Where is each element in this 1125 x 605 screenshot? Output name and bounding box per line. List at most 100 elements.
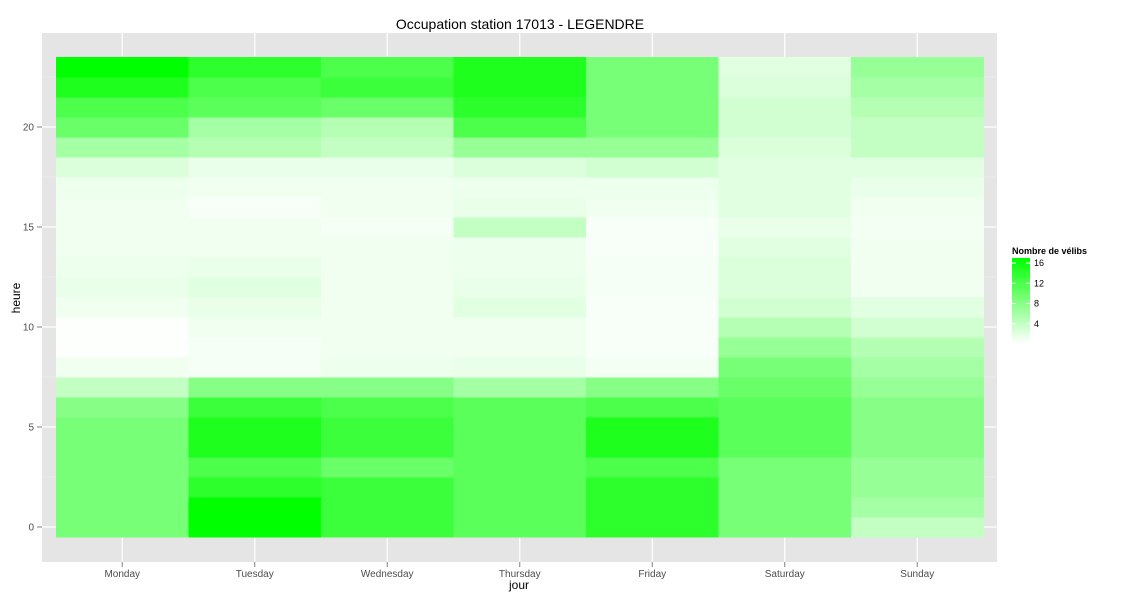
legend-label: 16 xyxy=(1034,258,1044,268)
heatmap-tile xyxy=(453,257,587,278)
heatmap-tile xyxy=(586,157,719,178)
heatmap-tile xyxy=(188,517,322,538)
heatmap-tile xyxy=(718,497,852,518)
heatmap-tile xyxy=(718,297,852,318)
heatmap-tile xyxy=(586,297,719,318)
heatmap-tile xyxy=(453,317,587,338)
heatmap-tile xyxy=(453,137,587,158)
heatmap-tile xyxy=(586,437,719,458)
y-axis-title: heure xyxy=(9,282,23,313)
heatmap-tile xyxy=(718,217,852,238)
heatmap-tile xyxy=(851,257,984,278)
heatmap-tile xyxy=(586,117,719,138)
heatmap-tile xyxy=(453,77,587,98)
heatmap-tile xyxy=(188,377,322,398)
heatmap-tile xyxy=(321,117,454,138)
x-axis-title: jour xyxy=(508,578,529,592)
heatmap-tile xyxy=(188,157,322,178)
heatmap-tile xyxy=(718,137,852,158)
heatmap-tile xyxy=(188,137,322,158)
heatmap-tile xyxy=(56,497,189,518)
heatmap-tile xyxy=(56,77,189,98)
heatmap-tile xyxy=(321,77,454,98)
heatmap-tile xyxy=(851,317,984,338)
heatmap-tile xyxy=(321,357,454,378)
heatmap-tile xyxy=(321,97,454,118)
heatmap-tile xyxy=(586,417,719,438)
heatmap-tile xyxy=(453,377,587,398)
heatmap-tile xyxy=(56,117,189,138)
heatmap-tile xyxy=(56,357,189,378)
heatmap-tile xyxy=(321,137,454,158)
heatmap-tile xyxy=(56,217,189,238)
heatmap-tile xyxy=(851,477,984,498)
y-tick-label: 5 xyxy=(28,423,34,434)
heatmap-tile xyxy=(321,257,454,278)
heatmap-tile xyxy=(586,237,719,258)
heatmap-tile xyxy=(56,197,189,218)
heatmap-tile xyxy=(453,197,587,218)
heatmap-tile xyxy=(851,97,984,118)
heatmap-tile xyxy=(321,157,454,178)
heatmap-tile xyxy=(321,397,454,418)
heatmap-tile xyxy=(56,517,189,538)
heatmap-tile xyxy=(718,57,852,78)
heatmap-tile xyxy=(453,57,587,78)
heatmap-tile xyxy=(321,317,454,338)
heatmap-tile xyxy=(321,177,454,198)
heatmap-tile xyxy=(453,297,587,318)
heatmap-tile xyxy=(453,457,587,478)
heatmap-tile xyxy=(56,457,189,478)
heatmap-tile xyxy=(718,237,852,258)
legend-colorbar xyxy=(1012,258,1030,344)
heatmap-tile xyxy=(56,337,189,358)
heatmap-tile xyxy=(188,397,322,418)
heatmap-tile xyxy=(188,437,322,458)
heatmap-tile xyxy=(321,197,454,218)
heatmap-tile xyxy=(453,357,587,378)
heatmap-tile xyxy=(718,257,852,278)
x-tick-label: Saturday xyxy=(765,569,805,580)
heatmap-tile xyxy=(718,97,852,118)
heatmap-tile xyxy=(851,117,984,138)
heatmap-tile xyxy=(718,157,852,178)
heatmap-tile xyxy=(56,297,189,318)
heatmap-tile xyxy=(56,417,189,438)
x-tick-label: Wednesday xyxy=(361,569,414,580)
heatmap-tile xyxy=(321,477,454,498)
heatmap-tile xyxy=(718,397,852,418)
x-tick-label: Tuesday xyxy=(236,569,274,580)
heatmap-tile xyxy=(321,457,454,478)
heatmap-tile xyxy=(718,437,852,458)
heatmap-tile xyxy=(851,517,984,538)
heatmap-tile xyxy=(851,57,984,78)
heatmap-tile xyxy=(851,497,984,518)
heatmap-tile xyxy=(586,177,719,198)
heatmap-tile xyxy=(321,237,454,258)
heatmap-tile xyxy=(453,237,587,258)
heatmap-tile xyxy=(718,197,852,218)
heatmap-tile xyxy=(586,257,719,278)
x-axis: Monday Tuesday Wednesday Thursday Friday Satu… xyxy=(104,562,934,580)
heatmap-tile xyxy=(718,517,852,538)
heatmap-tile xyxy=(56,97,189,118)
heatmap-tile xyxy=(586,517,719,538)
heatmap-tile xyxy=(321,497,454,518)
x-tick-label: Sunday xyxy=(900,569,934,580)
heatmap-tile xyxy=(453,97,587,118)
heatmap-tile xyxy=(851,337,984,358)
heatmap-tile xyxy=(321,217,454,238)
heatmap-tile xyxy=(56,437,189,458)
heatmap-tile xyxy=(188,197,322,218)
heatmap-tile xyxy=(56,277,189,298)
heatmap-tile xyxy=(453,117,587,138)
heatmap-tile xyxy=(188,297,322,318)
heatmap-tiles xyxy=(56,57,984,538)
heatmap-tile xyxy=(453,337,587,358)
heatmap-tile xyxy=(586,477,719,498)
heatmap-tile xyxy=(586,277,719,298)
heatmap-tile xyxy=(453,417,587,438)
heatmap-tile xyxy=(188,277,322,298)
heatmap-tile xyxy=(453,437,587,458)
